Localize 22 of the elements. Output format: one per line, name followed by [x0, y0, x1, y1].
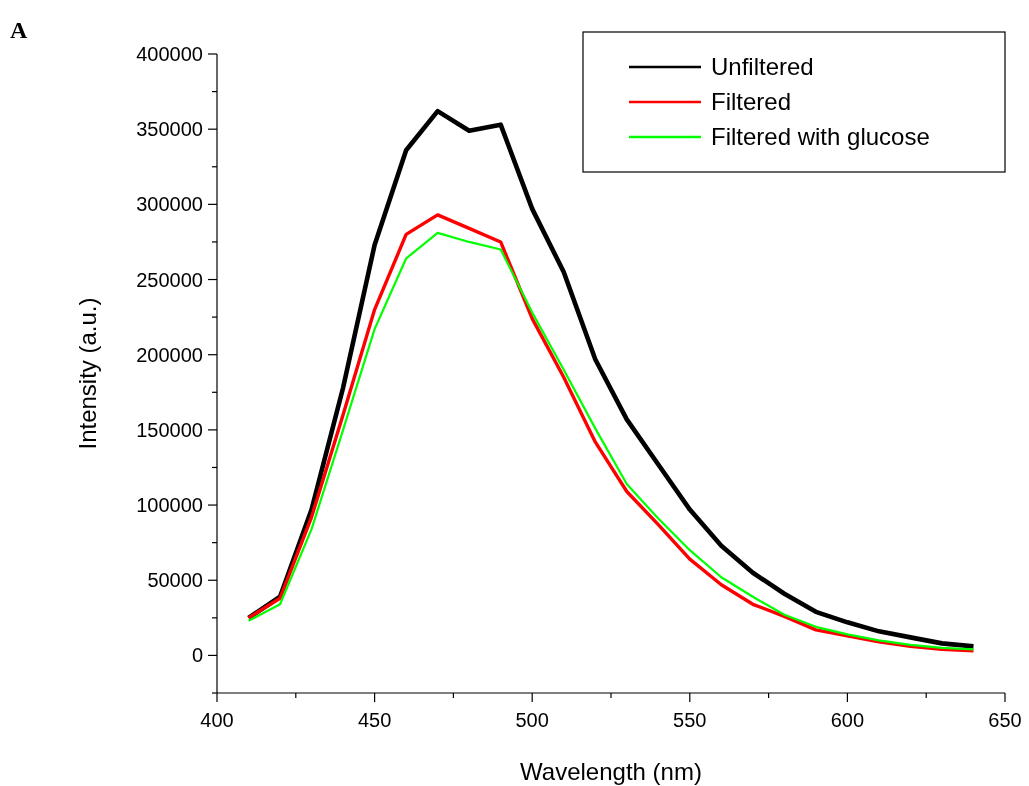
y-tick-label: 400000	[136, 43, 203, 65]
line-series	[246, 108, 976, 649]
x-tick-label: 550	[673, 709, 707, 731]
y-tick-label: 300000	[136, 193, 203, 216]
x-axis-title: Wavelength (nm)	[520, 758, 702, 785]
y-tick-label: 250000	[136, 268, 203, 291]
legend-label: Filtered	[711, 88, 792, 115]
y-tick-label: 50000	[147, 569, 203, 592]
x-tick-label: 650	[988, 709, 1022, 731]
x-tick-label: 400	[200, 709, 234, 731]
y-tick-label: 150000	[136, 418, 203, 441]
y-tick-label: 0	[191, 644, 203, 667]
x-tick-label: 450	[357, 709, 392, 731]
legend-label: Filtered with glucose	[711, 123, 930, 150]
y-tick-label: 100000	[136, 494, 203, 517]
y-tick-label: 200000	[136, 343, 203, 366]
legend-label: Unfiltered	[711, 53, 814, 80]
y-tick-label: 350000	[136, 118, 203, 141]
y-axis-title: Intensity (a.u.)	[74, 297, 101, 450]
x-tick-label: 600	[830, 709, 865, 731]
text: A	[10, 17, 28, 43]
x-tick-label: 500	[515, 709, 549, 731]
